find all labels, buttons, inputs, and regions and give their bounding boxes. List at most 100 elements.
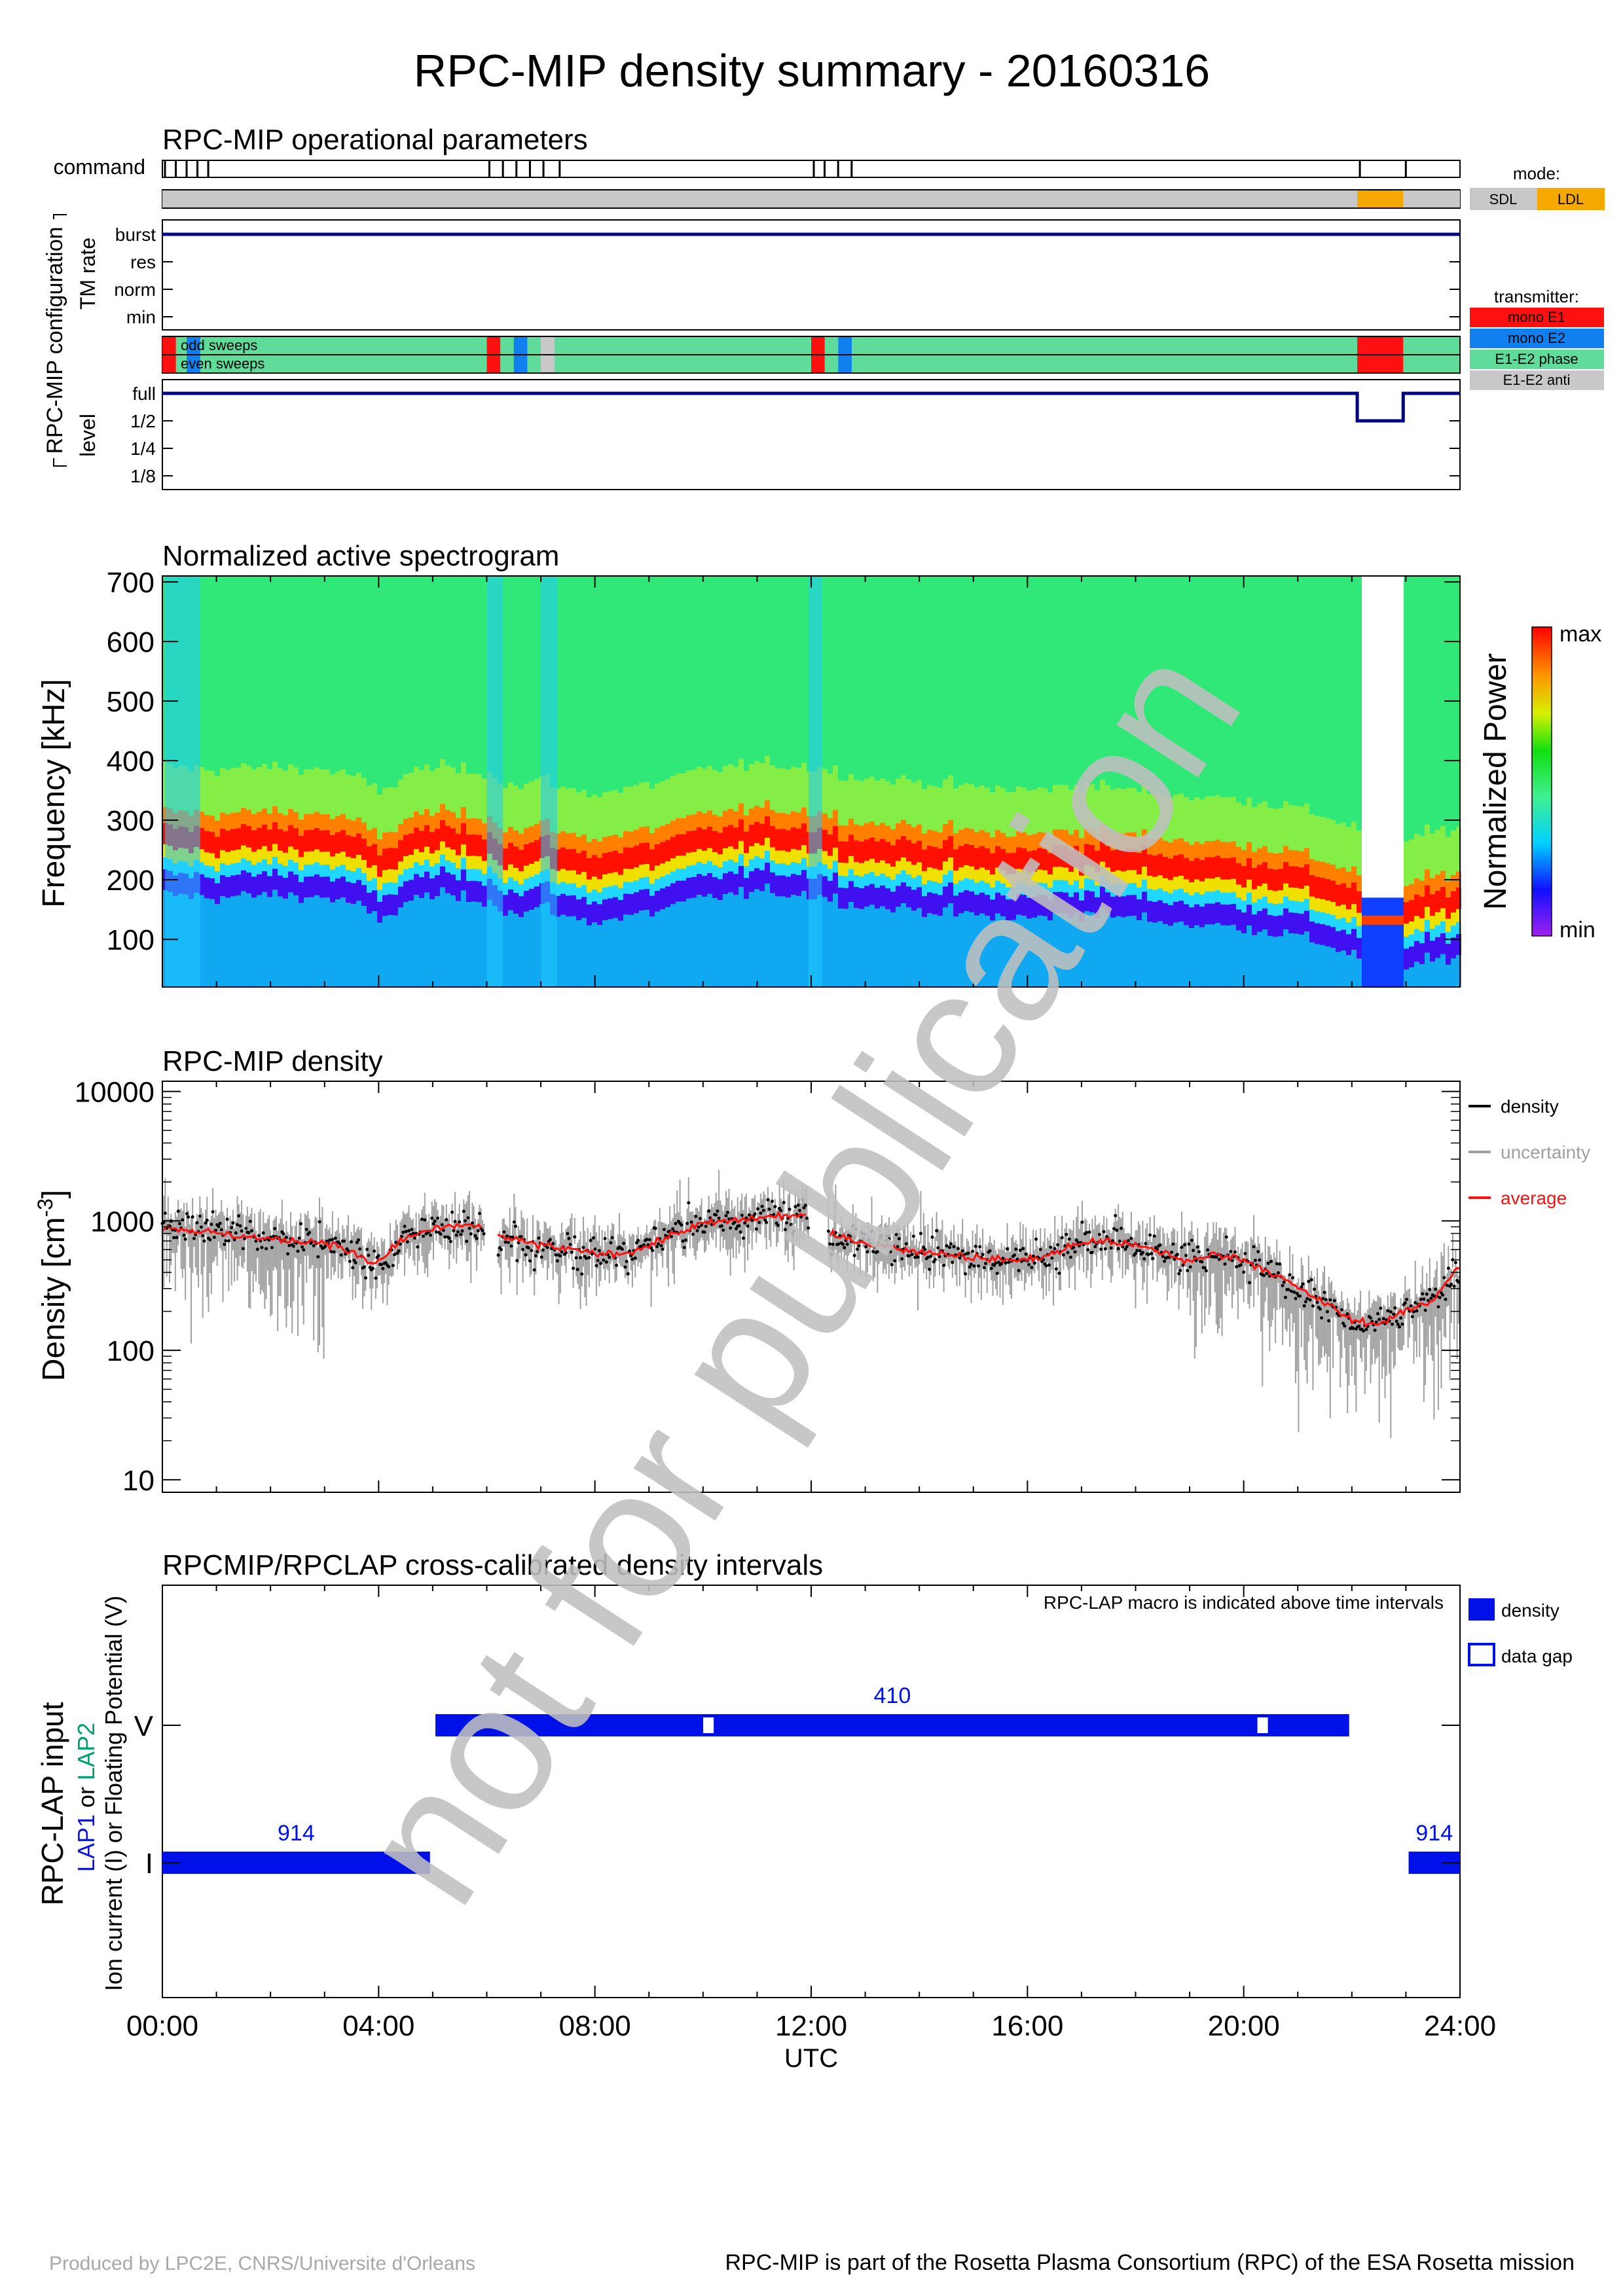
spectrogram-red [1194, 857, 1199, 880]
spectrogram-yellow-low [1320, 899, 1325, 912]
spectrogram-yellow-low [445, 847, 450, 861]
spectrogram-red [236, 828, 241, 850]
spectrogram-low [1304, 931, 1309, 987]
spectrogram-yellow [1351, 821, 1357, 870]
spectrogram-cyan [634, 880, 639, 893]
spectrogram-low [471, 901, 477, 987]
spectrogram-yellow-low [608, 873, 613, 887]
spectrogram-violet [1037, 894, 1042, 916]
lap1-label: LAP1 [73, 1814, 100, 1872]
spectrogram-cyan [508, 877, 513, 889]
spectrogram-violet [759, 870, 765, 891]
spectrogram-cyan [477, 869, 482, 882]
spectrogram-low [1032, 917, 1037, 987]
spectrogram-yellow-low [1121, 871, 1126, 885]
spectrogram-violet [246, 872, 251, 893]
spectrogram-yellow [508, 782, 513, 830]
spectrogram-yellow-low [927, 867, 932, 881]
spectrogram-yellow-low [880, 860, 885, 874]
spectrogram-cyan [1315, 911, 1320, 924]
spectrogram-violet [780, 875, 786, 897]
spectrogram-cyan [1184, 892, 1189, 905]
spectrogram-low [482, 906, 487, 987]
spectrogram-violet [508, 889, 513, 910]
spectrogram-yellow-low [1058, 867, 1063, 880]
spectrogram-yellow-low [665, 861, 670, 875]
spectrogram-orange [466, 818, 471, 836]
spectrogram-red [1199, 860, 1205, 882]
spectrogram-gap-ridge [1398, 915, 1404, 925]
spectrogram-gap [1377, 576, 1383, 898]
spectrogram-red [749, 825, 754, 846]
spectrogram-violet [241, 870, 246, 891]
spectrogram-low [1116, 916, 1121, 987]
spectrogram-red [670, 836, 676, 859]
odd-sweeps-label: odd sweeps [181, 337, 257, 353]
spectrogram-violet [686, 878, 691, 899]
spectrogram-low [403, 902, 409, 987]
spectrogram-violet [1299, 914, 1304, 935]
spectrogram-low [1409, 967, 1414, 987]
lap-macro-label: 914 [1415, 1821, 1453, 1846]
spectrogram-orange [927, 829, 932, 848]
spectrogram-orange [969, 829, 974, 847]
spectrogram-yellow-low [1288, 888, 1294, 901]
lap-macro-label: 914 [278, 1821, 315, 1846]
spectrogram-yellow-low [534, 861, 539, 875]
spectrogram-yellow [419, 770, 424, 818]
spectrogram-violet [1178, 901, 1184, 922]
spectrogram-violet [1440, 933, 1446, 954]
spectrogram-yellow-low [1084, 865, 1089, 879]
spectrogram-yellow-low [1158, 875, 1163, 889]
spectrogram-orange [843, 825, 848, 844]
spectrogram-yellow [251, 769, 257, 817]
spectrogram-red [1446, 897, 1451, 919]
spectrogram-violet [880, 885, 885, 906]
spectrogram-yellow [1440, 826, 1446, 874]
spectrogram-cyan [597, 892, 602, 905]
spectrogram-cyan [754, 856, 759, 869]
spectrogram-orange [351, 820, 356, 839]
spectrogram-red [896, 839, 901, 861]
spectrogram-yellow [1079, 793, 1084, 841]
spectrogram-yellow [1247, 797, 1252, 846]
spectrogram-orange [246, 810, 251, 828]
transmitter-legend-title: transmitter: [1494, 287, 1579, 306]
spectrogram-ytick-label: 600 [107, 626, 155, 658]
spectrogram-cyan [1137, 887, 1142, 900]
spectrogram-red [938, 848, 943, 870]
spectrogram-yellow-low [1440, 908, 1446, 922]
density-ytick-label: 10000 [75, 1077, 155, 1109]
density-ytick-label: 1000 [90, 1206, 155, 1238]
spectrogram-yellow-low [571, 870, 576, 884]
spectrogram-cyan [288, 859, 293, 872]
spectrogram-orange [979, 830, 985, 848]
spectrogram-violet [801, 870, 807, 891]
spectrogram-violet [1205, 903, 1210, 925]
spectrogram-yellow-low [1456, 908, 1461, 922]
spectrogram-yellow [749, 764, 754, 812]
spectrogram-yellow [985, 787, 990, 836]
spectrogram-image [162, 576, 1461, 987]
spectrogram-yellow-low [403, 856, 409, 870]
mode-interval [1403, 190, 1460, 207]
spectrogram-cyan [1414, 929, 1419, 941]
spectrogram-low [597, 925, 602, 987]
spectrogram-yellow-low [1220, 879, 1226, 893]
spectrogram-orange [1341, 867, 1346, 886]
spectrogram-stripe [486, 576, 503, 987]
spectrogram-violet [786, 876, 791, 898]
spectrogram-yellow [1084, 783, 1089, 831]
spectrogram-red [765, 816, 770, 838]
spectrogram-yellow-low [1315, 898, 1320, 912]
spectrogram-yellow-low [707, 848, 712, 861]
spectrogram-red [1451, 891, 1456, 913]
spectrogram-yellow [361, 778, 367, 826]
spectrogram-low [1021, 915, 1027, 987]
spectrogram-low [220, 895, 225, 987]
spectrogram-red [979, 846, 985, 868]
spectrogram-low [1000, 916, 1006, 987]
spectrogram-cyan [445, 860, 450, 872]
spectrogram-red [278, 829, 283, 851]
spectrogram-yellow [1205, 796, 1210, 844]
